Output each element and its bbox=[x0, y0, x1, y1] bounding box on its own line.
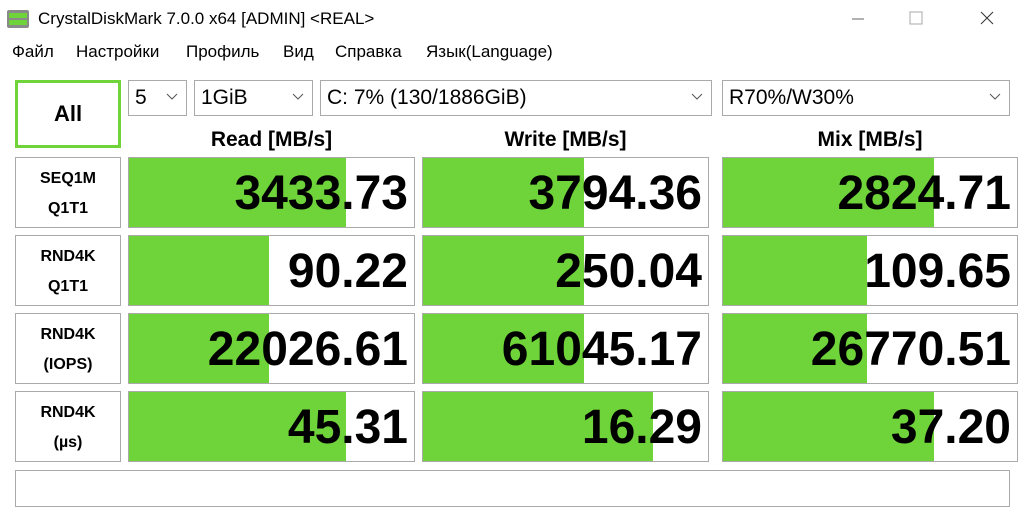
row-label-line: SEQ1M bbox=[39, 170, 96, 187]
row-label-line: RND4K bbox=[40, 326, 96, 343]
result-cell: 109.65 bbox=[722, 235, 1018, 306]
result-value: 2824.71 bbox=[837, 167, 1011, 220]
result-bar bbox=[423, 158, 584, 227]
row-label-line: RND4K bbox=[40, 248, 96, 265]
result-bar bbox=[129, 314, 269, 383]
window-title: CrystalDiskMark 7.0.0 x64 [ADMIN] <REAL> bbox=[38, 9, 375, 28]
result-value: 61045.17 bbox=[501, 323, 702, 376]
menu-item[interactable]: Профиль bbox=[186, 42, 260, 61]
result-bar bbox=[129, 236, 269, 305]
window-buttons[interactable] bbox=[830, 0, 1024, 38]
size-select[interactable]: 1GiB bbox=[194, 80, 313, 116]
row-label[interactable]: RND4K (IOPS) bbox=[15, 313, 121, 384]
result-bar bbox=[723, 392, 934, 461]
result-cell: 2824.71 bbox=[722, 157, 1018, 228]
result-cell: 45.31 bbox=[128, 391, 415, 462]
result-cell: 90.22 bbox=[128, 235, 415, 306]
row-label[interactable]: RND4K (µs) bbox=[15, 391, 121, 462]
row-label-line: (IOPS) bbox=[43, 356, 93, 373]
close[interactable] bbox=[980, 11, 994, 25]
drive-select[interactable]: C: 7% (130/1886GiB) bbox=[320, 80, 712, 116]
menu-item[interactable]: Вид bbox=[283, 42, 314, 61]
result-value: 45.31 bbox=[287, 401, 408, 454]
result-bar bbox=[723, 314, 867, 383]
menu-item[interactable]: Справка bbox=[335, 42, 402, 61]
result-value: 90.22 bbox=[287, 245, 408, 298]
result-bar bbox=[423, 392, 653, 461]
column-header: Write [MB/s] bbox=[504, 128, 627, 151]
mix-value: R70%/W30% bbox=[729, 86, 854, 109]
result-cell: 3433.73 bbox=[128, 157, 415, 228]
drive-value: C: 7% (130/1886GiB) bbox=[327, 86, 527, 109]
result-value: 3433.73 bbox=[234, 167, 408, 220]
count-value: 5 bbox=[135, 86, 147, 109]
menu-item[interactable]: Настройки bbox=[76, 42, 160, 61]
result-cell: 16.29 bbox=[422, 391, 709, 462]
result-value: 109.65 bbox=[864, 245, 1011, 298]
result-value: 3794.36 bbox=[528, 167, 702, 220]
row-label[interactable]: SEQ1M Q1T1 bbox=[15, 157, 121, 228]
result-value: 26770.51 bbox=[810, 323, 1011, 376]
result-cell: 26770.51 bbox=[722, 313, 1018, 384]
row-label-line: (µs) bbox=[53, 434, 83, 451]
row-label-line: Q1T1 bbox=[47, 278, 88, 295]
result-bar bbox=[423, 314, 584, 383]
result-bar bbox=[723, 158, 934, 227]
all-button[interactable]: All bbox=[15, 80, 121, 148]
column-header: Read [MB/s] bbox=[210, 128, 333, 151]
mix-select[interactable]: R70%/W30% bbox=[722, 80, 1010, 116]
result-cell: 22026.61 bbox=[128, 313, 415, 384]
size-value: 1GiB bbox=[201, 86, 248, 109]
result-value: 250.04 bbox=[555, 245, 702, 298]
app-icon bbox=[7, 10, 29, 28]
result-value: 37.20 bbox=[890, 401, 1011, 454]
menu-item[interactable]: Файл bbox=[12, 42, 54, 61]
row-label[interactable]: RND4K Q1T1 bbox=[15, 235, 121, 306]
result-cell: 3794.36 bbox=[422, 157, 709, 228]
result-cell: 37.20 bbox=[722, 391, 1018, 462]
result-cell: 61045.17 bbox=[422, 313, 709, 384]
menu-item[interactable]: Язык(Language) bbox=[426, 42, 553, 61]
count-select[interactable]: 5 bbox=[128, 80, 187, 116]
column-header: Mix [MB/s] bbox=[817, 128, 923, 151]
comment-box[interactable] bbox=[15, 470, 1010, 507]
row-label-line: RND4K bbox=[40, 404, 96, 421]
result-value: 16.29 bbox=[581, 401, 702, 454]
result-bar bbox=[723, 236, 867, 305]
row-label-line: Q1T1 bbox=[47, 200, 88, 217]
result-bar bbox=[129, 158, 346, 227]
result-value: 22026.61 bbox=[207, 323, 408, 376]
result-bar bbox=[423, 236, 584, 305]
maximize[interactable] bbox=[909, 11, 923, 25]
result-cell: 250.04 bbox=[422, 235, 709, 306]
result-bar bbox=[129, 392, 346, 461]
